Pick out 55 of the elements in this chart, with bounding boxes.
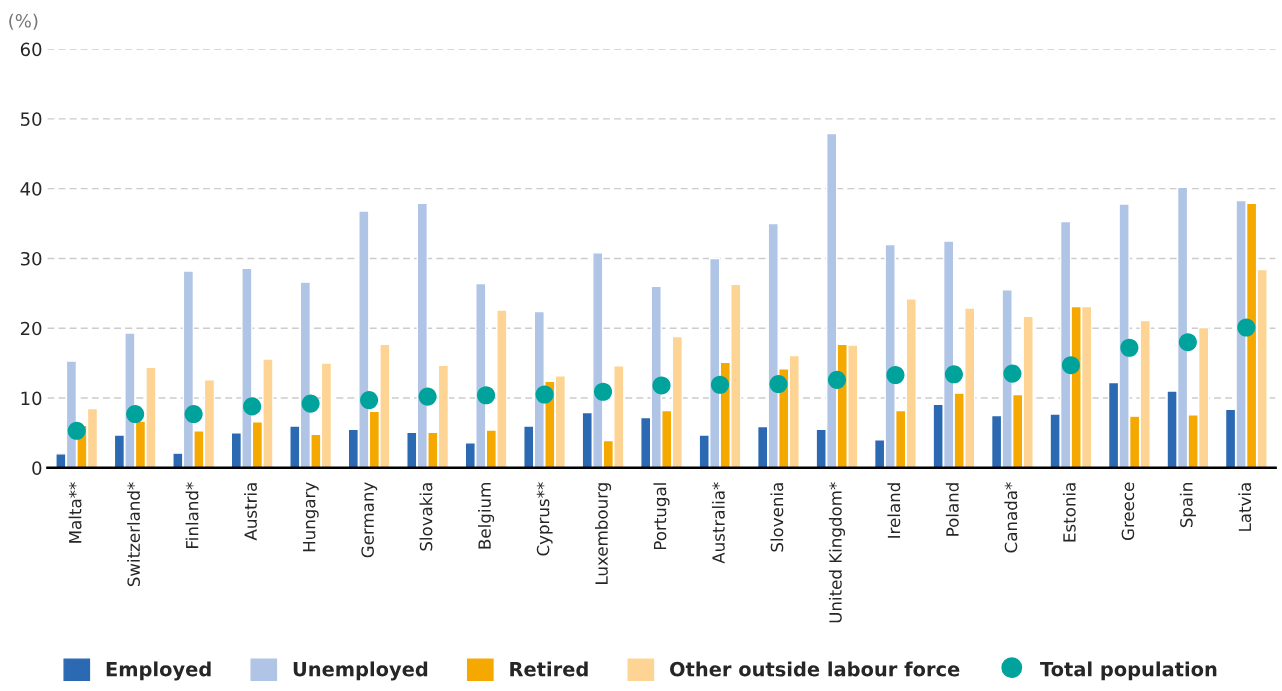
x-tick-label: Austria — [244, 483, 257, 541]
point — [1120, 338, 1139, 357]
x-tick-label: Malta** — [68, 482, 82, 543]
x-tick-label: Belgium — [478, 483, 495, 549]
point — [769, 375, 788, 394]
point — [535, 385, 554, 404]
point — [944, 365, 963, 384]
y-axis-title: (%) — [9, 13, 38, 30]
point — [593, 382, 613, 401]
x-tick-label: Cyprus** — [536, 482, 553, 556]
point — [418, 387, 437, 406]
x-tick-label: Canada* — [1004, 482, 1018, 553]
point — [126, 405, 145, 424]
point — [360, 391, 379, 410]
point — [243, 397, 262, 416]
y-tick-label: 20 — [20, 321, 42, 336]
x-tick-label: Estonia — [1062, 483, 1076, 542]
point — [886, 365, 905, 385]
y-tick-label: 0 — [32, 461, 42, 475]
point — [827, 370, 847, 389]
x-tick-label: Latvia — [1238, 483, 1252, 531]
x-tick-label: Greece — [1121, 482, 1135, 541]
x-tick-label: Germany — [361, 482, 378, 558]
point — [1061, 356, 1080, 375]
y-tick-label: 50 — [20, 112, 42, 126]
point — [477, 386, 496, 405]
x-tick-label: Spain — [1179, 483, 1196, 528]
x-tick-label: Switzerland* — [127, 482, 140, 587]
y-tick-label: 40 — [20, 182, 42, 196]
legend-label: Total population — [1040, 661, 1217, 681]
legend-label: Unemployed — [293, 661, 428, 681]
legend-label: Other outside labour force — [670, 661, 960, 677]
x-tick-label: Slovakia — [419, 483, 433, 551]
point — [710, 375, 730, 394]
point — [1003, 364, 1022, 383]
x-tick-label: Finland* — [185, 482, 199, 548]
x-tick-label: Hungary — [303, 482, 319, 552]
x-tick-label: Luxembourg — [594, 483, 612, 584]
x-tick-label: Slovenia — [770, 483, 784, 552]
point — [184, 405, 203, 424]
x-tick-label: United Kingdom* — [828, 482, 846, 623]
point — [1237, 318, 1256, 337]
y-tick-label: 60 — [20, 42, 42, 57]
x-tick-label: Poland — [945, 483, 959, 536]
x-tick-label: Australia* — [711, 482, 725, 564]
point — [67, 421, 86, 440]
y-tick-label: 10 — [21, 391, 42, 406]
legend-label: Employed — [106, 661, 211, 681]
point — [301, 394, 320, 413]
x-tick-label: Ireland — [887, 483, 901, 538]
x-tick-label: Portugal — [653, 483, 670, 550]
y-tick-label: 30 — [20, 251, 42, 266]
point — [652, 376, 671, 395]
point — [1178, 333, 1197, 352]
legend-label: Retired — [510, 661, 588, 677]
